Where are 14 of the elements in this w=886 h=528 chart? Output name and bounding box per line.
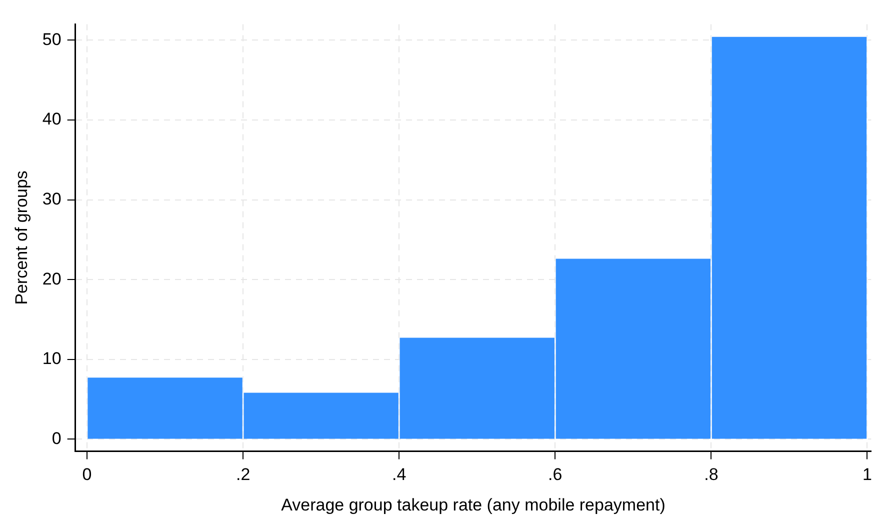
- x-tick-label: 0: [82, 465, 92, 484]
- y-tick-label: 30: [42, 189, 62, 208]
- y-tick-label: 50: [42, 30, 62, 49]
- x-tick-label: .6: [548, 465, 562, 484]
- y-axis-title: Percent of groups: [12, 170, 31, 305]
- x-tick-label: .2: [236, 465, 250, 484]
- y-tick-label: 40: [42, 110, 62, 129]
- x-tick-label: 1: [862, 465, 872, 484]
- x-tick-label: .4: [392, 465, 406, 484]
- x-tick-label: .8: [704, 465, 718, 484]
- y-tick-label: 10: [42, 349, 62, 368]
- y-tick-label: 20: [42, 269, 62, 288]
- x-axis-title: Average group takeup rate (any mobile repayment): [281, 495, 666, 514]
- y-tick-label: 0: [52, 428, 62, 448]
